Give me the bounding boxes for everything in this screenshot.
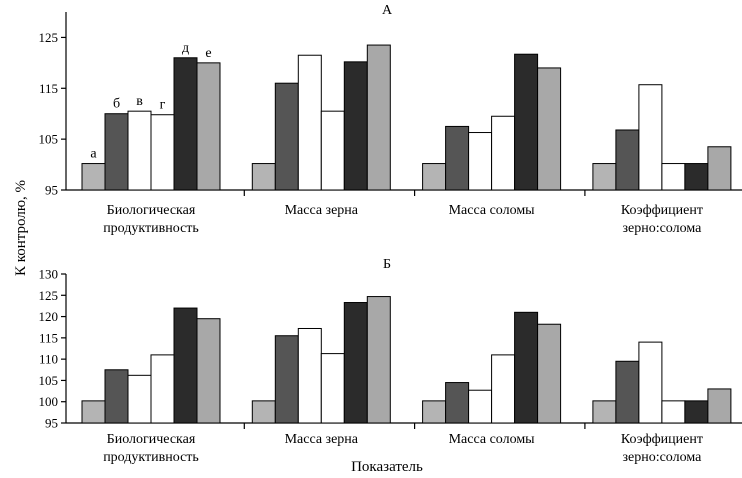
bar-series-label: в (136, 94, 143, 109)
bar (422, 163, 447, 191)
panel-a: 95 105 115 125 Аа б в г д е Биологическая продуктив… (39, 3, 742, 236)
bar (150, 114, 175, 191)
bar (592, 400, 617, 424)
x-category-label: Биологическая продуктивность (103, 203, 199, 236)
x-category-label: Масса зерна (285, 203, 359, 218)
bar (537, 323, 562, 424)
bar (343, 61, 368, 191)
bar (514, 53, 539, 191)
bar (366, 44, 391, 191)
bar (104, 113, 129, 191)
y-tick-label: 120 (39, 309, 59, 324)
bar (104, 369, 129, 424)
bar (468, 132, 493, 191)
y-tick-label: 95 (45, 183, 58, 198)
bar (196, 318, 221, 424)
bar (592, 163, 617, 191)
y-tick-label: 115 (39, 81, 58, 96)
bar-series-label: б (113, 97, 120, 112)
bar-series-label: е (205, 46, 211, 61)
bar (274, 82, 299, 191)
bar (274, 335, 299, 424)
y-tick-label: 125 (39, 30, 59, 45)
bar (127, 374, 152, 424)
bar (707, 146, 732, 191)
bar (150, 354, 175, 424)
bar (514, 311, 539, 424)
bar (81, 163, 106, 191)
y-tick-label: 110 (39, 352, 58, 367)
bar (422, 400, 447, 424)
bar (81, 400, 106, 424)
bar-series-label: г (160, 98, 166, 113)
bar (297, 327, 322, 424)
bar (173, 307, 198, 424)
bar (251, 400, 276, 424)
y-tick-label: 125 (39, 288, 59, 303)
bar (615, 129, 640, 191)
panel-title: Б (383, 257, 391, 272)
bar (638, 341, 663, 424)
bar-series-label: а (90, 147, 97, 162)
bar (251, 163, 276, 191)
y-axis-label: К контролю, % (13, 180, 29, 276)
x-category-label: Коэффициент зерно:солома (621, 203, 703, 236)
bar (661, 163, 686, 191)
y-tick-label: 130 (39, 267, 59, 282)
bar (320, 110, 345, 191)
bar (468, 389, 493, 424)
bar (661, 400, 686, 424)
bar-series-label: д (182, 41, 189, 56)
y-tick-label: 105 (39, 373, 59, 388)
bar (366, 296, 391, 424)
y-tick-label: 105 (39, 132, 59, 147)
y-tick-label: 115 (39, 330, 58, 345)
panel-b: 95 100 105 110 115 120 125 130 Б Биологическая про… (39, 257, 742, 465)
x-category-label: Биологическая продуктивность (103, 432, 199, 465)
bar (297, 54, 322, 191)
bar (684, 163, 709, 191)
bar (707, 388, 732, 424)
bar (320, 353, 345, 424)
x-category-label: Масса соломы (449, 432, 536, 447)
bar (491, 115, 516, 191)
bar (491, 354, 516, 424)
x-category-label: Масса зерна (285, 432, 359, 447)
x-category-label: Коэффициент зерно:солома (621, 432, 703, 465)
bar (638, 84, 663, 191)
bar (537, 67, 562, 191)
bar (615, 360, 640, 424)
bar (445, 125, 470, 191)
bar (173, 57, 198, 191)
panel-title: А (382, 3, 393, 18)
x-category-label: Масса соломы (449, 203, 536, 218)
y-tick-label: 100 (39, 394, 59, 409)
bar (196, 62, 221, 191)
y-tick-label: 95 (45, 416, 58, 431)
bar (343, 302, 368, 424)
x-axis-label: Показатель (351, 459, 423, 475)
bar (445, 382, 470, 424)
bar (684, 400, 709, 424)
bar (127, 110, 152, 191)
